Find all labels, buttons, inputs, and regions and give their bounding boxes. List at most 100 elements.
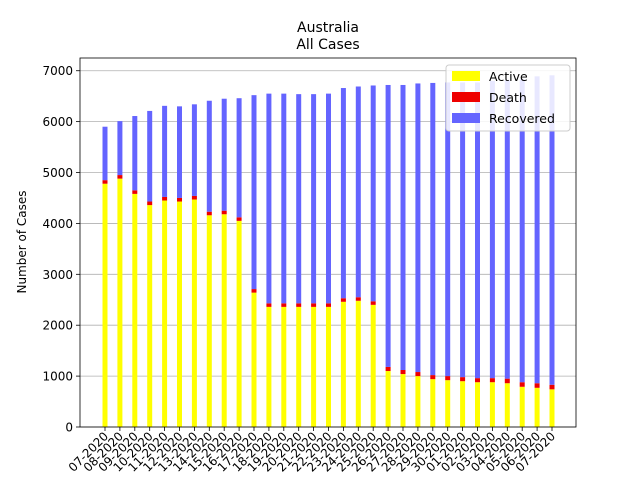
bar-recovered	[311, 94, 317, 304]
bar-active	[236, 220, 242, 427]
legend-swatch-active	[452, 71, 480, 81]
y-tick-label: 6000	[42, 115, 73, 129]
y-tick-label: 4000	[42, 217, 73, 231]
bar-active	[370, 304, 376, 427]
legend-swatch-death	[452, 92, 480, 102]
bar-recovered	[460, 82, 466, 378]
bar-active	[504, 383, 510, 427]
bar-death	[281, 303, 287, 307]
bar-active	[400, 374, 406, 427]
bar-active	[162, 200, 168, 427]
bar-active	[549, 389, 555, 427]
bar-recovered	[117, 121, 123, 176]
bar-death	[102, 180, 108, 184]
bar-active	[117, 178, 123, 427]
bar-death	[400, 369, 406, 375]
bar-recovered	[519, 79, 525, 383]
bar-recovered	[504, 79, 510, 379]
bar-death	[415, 372, 421, 377]
bar-recovered	[296, 94, 302, 304]
y-tick-label: 1000	[42, 370, 73, 384]
bar-active	[102, 183, 108, 427]
bar-active	[191, 199, 197, 427]
bar-death	[489, 378, 495, 383]
bar-active	[147, 205, 153, 427]
bar-death	[191, 195, 197, 200]
bar-active	[340, 301, 346, 427]
y-tick-label: 7000	[42, 64, 73, 78]
bar-recovered	[534, 76, 540, 384]
axes	[76, 57, 577, 431]
bar-recovered	[132, 116, 138, 191]
bar-recovered	[206, 100, 212, 212]
bar-recovered	[415, 83, 421, 373]
bar-active	[519, 386, 525, 427]
bar-death	[326, 303, 331, 307]
bar-death	[236, 217, 242, 221]
x-tick-labels: 07-202008-202009-202010-202011-202012-20…	[66, 429, 558, 474]
bar-death	[221, 210, 227, 215]
bar-active	[460, 381, 466, 427]
bar-active	[489, 382, 495, 427]
bar-death	[445, 376, 451, 381]
bar-active	[430, 379, 436, 427]
bar-death	[475, 378, 480, 383]
legend-swatch-recovered	[452, 113, 480, 123]
bar-active	[445, 380, 451, 427]
bar-death	[504, 378, 510, 384]
bar-active	[385, 371, 391, 427]
bar-recovered	[236, 98, 242, 218]
bar-active	[132, 193, 138, 427]
bar-death	[519, 382, 525, 387]
bar-recovered	[489, 80, 495, 379]
bar-active	[326, 306, 331, 427]
y-tick-labels: 0 1000 2000 3000 4000 5000 6000 7000	[42, 64, 73, 434]
legend: Active Death Recovered	[445, 64, 571, 132]
bar-death	[370, 301, 376, 305]
y-tick-label: 2000	[42, 319, 73, 333]
bar-recovered	[549, 75, 555, 385]
bar-recovered	[266, 93, 272, 304]
bar-recovered	[430, 82, 436, 376]
bar-death	[251, 289, 257, 293]
chart-title: Australia	[297, 20, 359, 36]
bars	[102, 75, 555, 427]
bar-active	[177, 201, 182, 427]
bar-death	[177, 197, 182, 202]
bar-recovered	[102, 126, 108, 181]
bar-death	[340, 298, 346, 302]
bar-death	[206, 211, 212, 216]
bar-active	[311, 306, 317, 427]
bar-recovered	[162, 105, 168, 197]
y-axis-label: Number of Cases	[15, 190, 29, 293]
legend-label-recovered: Recovered	[489, 111, 555, 126]
bar-recovered	[475, 82, 480, 379]
y-tick-label: 0	[65, 421, 73, 435]
bar-active	[206, 215, 212, 427]
legend-label-death: Death	[489, 90, 527, 105]
bar-recovered	[355, 86, 361, 298]
bar-active	[281, 306, 287, 427]
y-tick-label: 5000	[42, 166, 73, 180]
bar-active	[415, 376, 421, 427]
bar-death	[549, 384, 555, 390]
bar-death	[534, 383, 540, 388]
bar-active	[355, 300, 361, 427]
bar-death	[296, 303, 302, 307]
bar-death	[162, 196, 168, 201]
bar-recovered	[445, 82, 451, 377]
bar-death	[385, 366, 391, 372]
bar-active	[266, 306, 272, 427]
bar-death	[311, 303, 317, 307]
bar-death	[460, 377, 466, 382]
y-tick-label: 3000	[42, 268, 73, 282]
bar-recovered	[191, 104, 197, 196]
bar-recovered	[340, 88, 346, 299]
bar-death	[355, 297, 361, 301]
bar-active	[296, 306, 302, 427]
bar-active	[475, 382, 480, 427]
chart-subtitle: All Cases	[296, 37, 359, 53]
bar-recovered	[400, 84, 406, 370]
bar-recovered	[326, 93, 331, 304]
